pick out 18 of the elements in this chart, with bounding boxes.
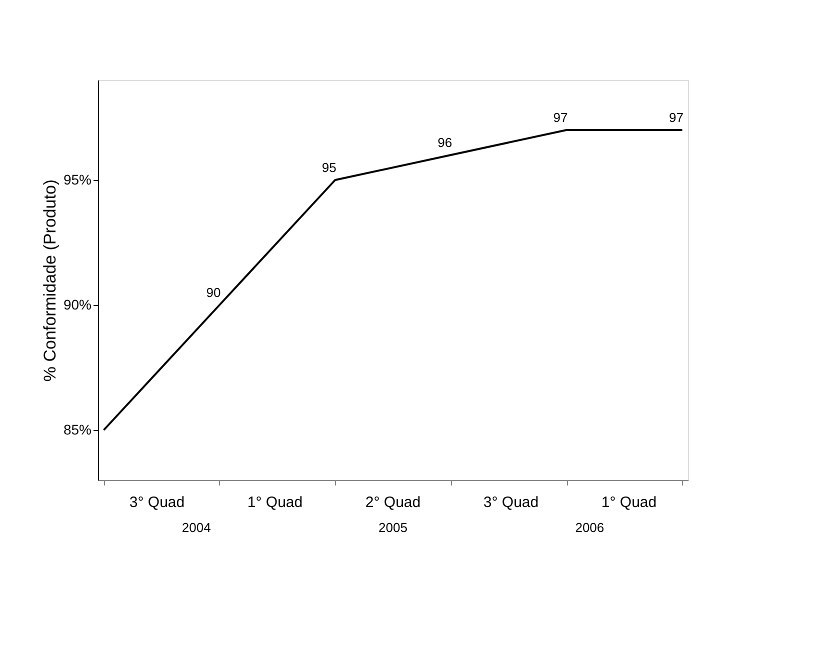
data-label: 96 <box>438 135 452 150</box>
text: 2004 <box>182 520 211 535</box>
data-label: 97 <box>553 110 568 125</box>
y-tick-label: 95% <box>63 172 92 188</box>
data-label: 97 <box>668 110 684 125</box>
text: 2005 <box>378 520 408 535</box>
text: 1° Quad <box>601 494 657 511</box>
data-label: 90 <box>206 285 221 300</box>
line-series <box>102 129 684 431</box>
y-tick-label: 85% <box>63 422 92 438</box>
text: 2006 <box>575 520 604 535</box>
y-axis-title: % Conformidade (Produto) <box>40 179 60 382</box>
y-tick-label: 90% <box>63 296 92 312</box>
text: 3° Quad <box>483 494 539 511</box>
text: 3° Quad <box>129 494 185 511</box>
text: 1° Quad <box>247 494 303 511</box>
data-label: 95 <box>322 160 336 175</box>
text: 2° Quad <box>365 494 421 511</box>
